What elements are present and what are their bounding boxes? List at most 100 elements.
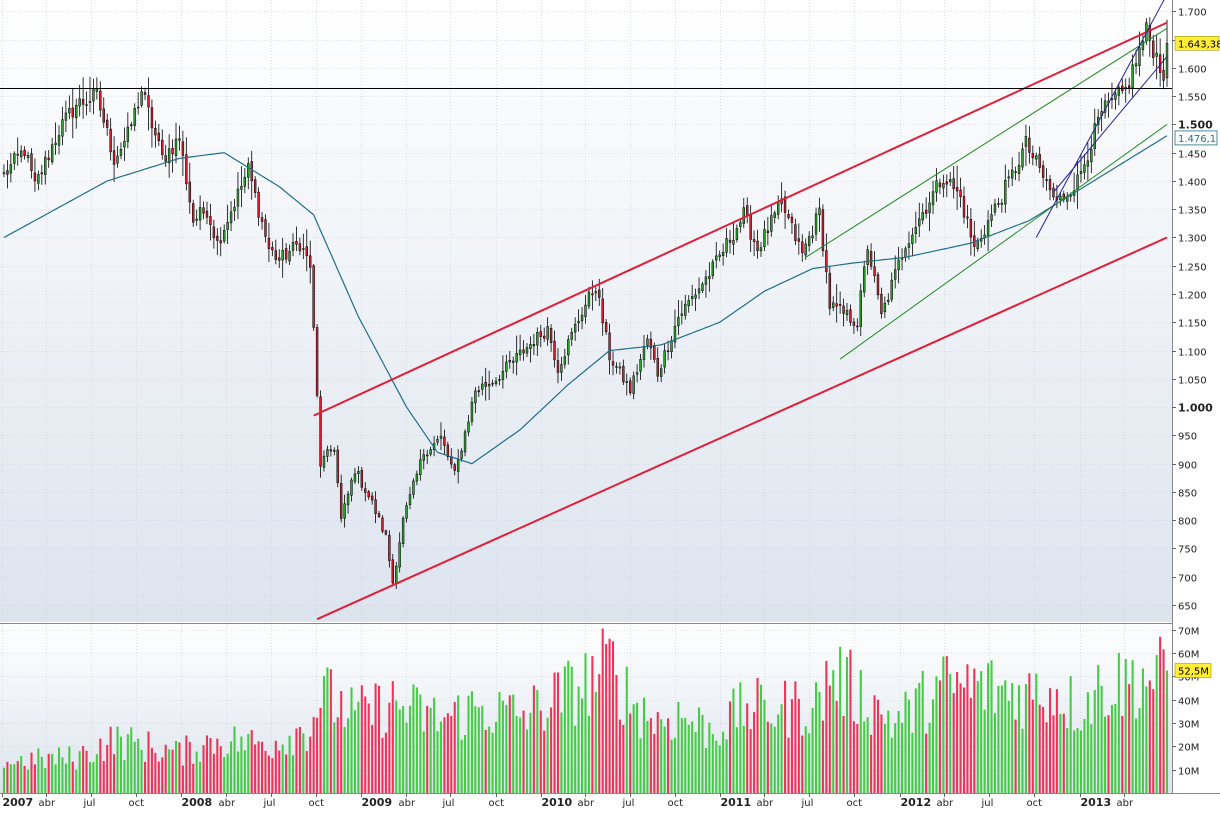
candle <box>1103 93 1107 119</box>
candle <box>615 362 618 374</box>
candle <box>487 370 491 401</box>
candle <box>1014 166 1017 181</box>
candle <box>192 199 195 227</box>
candle-body <box>1141 40 1145 50</box>
candle-body <box>315 327 319 396</box>
volume-bar <box>422 731 425 793</box>
candle <box>233 198 236 221</box>
candle <box>887 293 890 305</box>
candle <box>783 190 787 229</box>
x-tick-label: jul <box>263 798 276 809</box>
volume-tick-label: 20M <box>1178 743 1199 754</box>
volume-bar <box>209 738 212 793</box>
volume-bar <box>629 713 632 793</box>
volume-bar <box>918 682 921 793</box>
volume-bar <box>804 726 807 793</box>
volume-bar <box>27 769 30 793</box>
candle <box>990 204 993 228</box>
volume-bar <box>316 717 319 793</box>
volume-bar <box>694 732 697 793</box>
candle-body <box>92 89 95 102</box>
moving-average-badge-box <box>1174 130 1218 146</box>
candle-body <box>1014 171 1017 173</box>
candle-body <box>838 304 842 306</box>
candle <box>625 373 628 396</box>
volume-bar <box>1014 719 1017 793</box>
candle <box>584 295 587 324</box>
candle-body <box>336 449 339 483</box>
volume-bar <box>9 764 12 793</box>
candle-body <box>109 128 112 153</box>
candle <box>467 414 470 437</box>
candle-body <box>804 243 807 256</box>
candle <box>398 532 401 573</box>
candle <box>1045 168 1048 191</box>
candle <box>742 197 745 229</box>
candle <box>928 191 931 231</box>
last-volume-badge-box <box>1174 663 1212 678</box>
candle <box>725 228 728 258</box>
volume-bar <box>1131 660 1134 793</box>
candle <box>1035 152 1038 166</box>
volume-bar <box>6 761 9 793</box>
candle-body <box>801 241 804 254</box>
candle-body <box>1000 202 1004 205</box>
x-tick-label: 2013 <box>1081 796 1112 809</box>
candle-body <box>398 542 401 568</box>
candle <box>126 112 130 149</box>
volume-bar <box>405 722 408 793</box>
volume-bar <box>625 666 628 793</box>
candle <box>460 448 463 462</box>
candle-body <box>1045 179 1048 181</box>
candle-body <box>19 150 23 158</box>
volume-bar <box>997 685 1000 793</box>
x-tick-label: jul <box>981 798 994 809</box>
candle-body <box>924 209 928 214</box>
candle-body <box>529 344 532 349</box>
candle-body <box>470 401 474 422</box>
volume-bar <box>887 710 890 793</box>
candle <box>986 210 990 252</box>
candle-body <box>601 298 604 324</box>
x-tick-label: 2008 <box>182 796 213 809</box>
candle-body <box>119 149 123 156</box>
candle <box>880 287 883 319</box>
candle <box>99 81 102 118</box>
candle-body <box>291 242 295 251</box>
volume-tick-label: 70M <box>1178 627 1199 638</box>
volume-bar <box>735 727 738 793</box>
volume-bar <box>1018 685 1021 793</box>
candle-body <box>525 347 529 354</box>
x-tick-label: jul <box>622 798 635 809</box>
volume-bar <box>113 754 116 793</box>
x-tick-label: oct <box>847 798 863 809</box>
volume-bar <box>907 699 910 793</box>
volume-bar <box>615 675 618 793</box>
volume-bar <box>281 744 284 793</box>
volume-bar <box>457 695 460 793</box>
candle-body <box>1007 176 1010 179</box>
candle <box>797 223 801 255</box>
volume-bar <box>367 703 370 793</box>
volume-bar <box>1152 689 1155 793</box>
volume-bar <box>636 702 639 793</box>
volume-bar <box>75 769 78 793</box>
volume-bar <box>780 704 783 793</box>
candle <box>19 145 23 163</box>
volume-tick-label: 50M <box>1178 673 1199 684</box>
candle <box>1138 31 1141 77</box>
volume-bar <box>250 730 253 793</box>
volume-bar <box>546 717 549 793</box>
volume-bar <box>1045 722 1048 793</box>
candle <box>401 516 405 548</box>
candle-body <box>945 181 948 185</box>
candle <box>426 449 429 465</box>
candle <box>1031 145 1035 166</box>
candle-body <box>680 313 684 316</box>
candle <box>591 280 594 311</box>
candle-body <box>632 375 635 394</box>
candle <box>1010 157 1014 187</box>
candle <box>763 220 766 252</box>
candle-body <box>37 174 40 184</box>
candle <box>267 222 271 262</box>
